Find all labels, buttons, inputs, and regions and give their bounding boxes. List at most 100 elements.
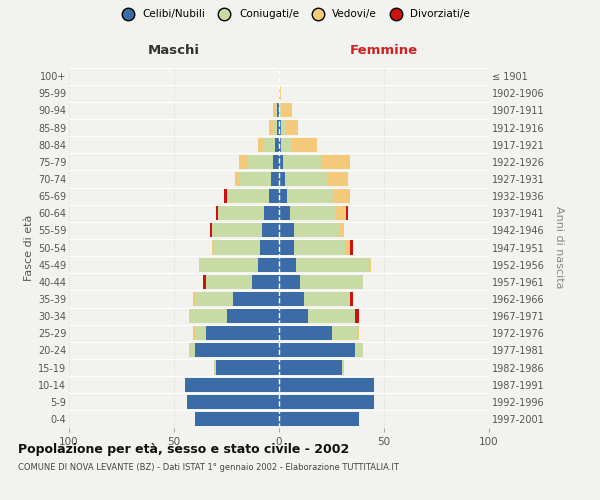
Bar	[340, 224, 344, 237]
Bar	[279, 412, 359, 426]
Bar	[188, 344, 195, 357]
Bar	[342, 360, 344, 374]
Bar	[227, 309, 279, 323]
Bar	[235, 172, 239, 186]
Bar	[279, 309, 308, 323]
Bar	[185, 378, 279, 392]
Bar	[296, 258, 370, 272]
Bar	[205, 326, 279, 340]
Bar	[216, 360, 279, 374]
Bar	[272, 155, 279, 169]
Bar	[286, 120, 298, 134]
Bar	[279, 378, 373, 392]
Bar	[277, 120, 279, 134]
Bar	[275, 138, 279, 151]
Bar	[331, 326, 356, 340]
Text: COMUNE DI NOVA LEVANTE (BZ) - Dati ISTAT 1° gennaio 2002 - Elaborazione TUTTITAL: COMUNE DI NOVA LEVANTE (BZ) - Dati ISTAT…	[18, 463, 399, 472]
Bar	[205, 275, 252, 289]
Bar	[355, 309, 359, 323]
Bar	[195, 412, 279, 426]
Bar	[336, 206, 346, 220]
Bar	[271, 172, 279, 186]
Bar	[210, 224, 212, 237]
Bar	[279, 138, 281, 151]
Text: Popolazione per età, sesso e stato civile - 2002: Popolazione per età, sesso e stato civil…	[18, 442, 349, 456]
Bar	[350, 292, 353, 306]
Bar	[258, 258, 279, 272]
Text: Maschi: Maschi	[148, 44, 200, 57]
Bar	[279, 240, 294, 254]
Bar	[203, 275, 205, 289]
Bar	[277, 104, 279, 118]
Bar	[188, 309, 227, 323]
Bar	[193, 292, 195, 306]
Bar	[187, 395, 279, 409]
Bar	[260, 240, 279, 254]
Bar	[279, 155, 283, 169]
Bar	[239, 172, 271, 186]
Bar	[308, 309, 355, 323]
Text: Femmine: Femmine	[350, 44, 418, 57]
Bar	[195, 326, 205, 340]
Y-axis label: Fasce di età: Fasce di età	[23, 214, 34, 280]
Bar	[279, 172, 286, 186]
Bar	[275, 104, 277, 118]
Bar	[294, 224, 340, 237]
Bar	[212, 240, 214, 254]
Bar	[304, 292, 350, 306]
Legend: Celibi/Nubili, Coniugati/e, Vedovi/e, Divorziati/e: Celibi/Nubili, Coniugati/e, Vedovi/e, Di…	[113, 5, 475, 24]
Bar	[294, 240, 346, 254]
Bar	[279, 224, 294, 237]
Bar	[218, 206, 265, 220]
Bar	[279, 344, 355, 357]
Bar	[239, 155, 248, 169]
Bar	[279, 275, 300, 289]
Bar	[279, 360, 342, 374]
Bar	[279, 86, 281, 100]
Bar	[346, 206, 348, 220]
Bar	[265, 206, 279, 220]
Bar	[199, 258, 258, 272]
Bar	[369, 258, 371, 272]
Bar	[287, 189, 334, 203]
Bar	[269, 189, 279, 203]
Bar	[258, 138, 265, 151]
Bar	[355, 344, 363, 357]
Bar	[279, 258, 296, 272]
Bar	[252, 275, 279, 289]
Bar	[262, 224, 279, 237]
Bar	[214, 360, 216, 374]
Bar	[216, 206, 218, 220]
Bar	[283, 155, 321, 169]
Bar	[195, 344, 279, 357]
Bar	[290, 206, 336, 220]
Bar	[272, 120, 277, 134]
Bar	[346, 240, 350, 254]
Bar	[279, 189, 287, 203]
Bar	[350, 240, 353, 254]
Bar	[272, 104, 275, 118]
Bar	[279, 206, 290, 220]
Bar	[265, 138, 275, 151]
Bar	[269, 120, 272, 134]
Bar	[356, 326, 359, 340]
Bar	[334, 189, 350, 203]
Bar	[300, 275, 363, 289]
Bar	[214, 240, 260, 254]
Bar	[279, 292, 304, 306]
Y-axis label: Anni di nascita: Anni di nascita	[554, 206, 564, 289]
Bar	[281, 138, 292, 151]
Bar	[281, 120, 286, 134]
Bar	[321, 155, 350, 169]
Bar	[292, 138, 317, 151]
Bar	[233, 292, 279, 306]
Bar	[212, 224, 262, 237]
Bar	[279, 395, 373, 409]
Bar	[279, 326, 331, 340]
Bar	[281, 104, 292, 118]
Bar	[227, 189, 269, 203]
Bar	[248, 155, 272, 169]
Bar	[195, 292, 233, 306]
Bar	[286, 172, 328, 186]
Bar	[279, 104, 281, 118]
